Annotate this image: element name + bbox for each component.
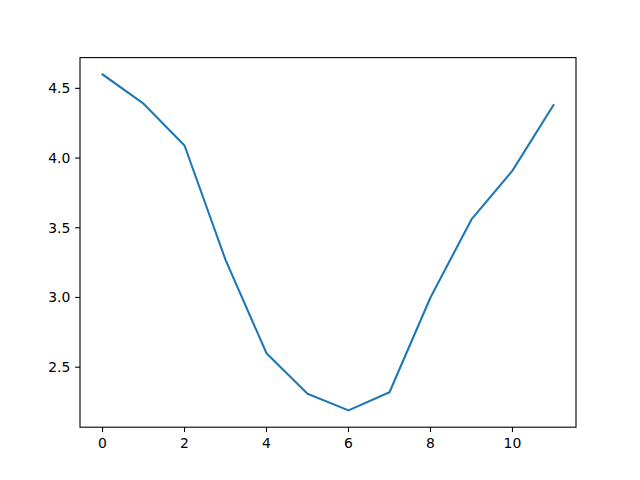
background [0, 0, 640, 480]
x-tick-label: 2 [180, 435, 189, 451]
x-tick [102, 427, 103, 432]
x-tick [184, 427, 185, 432]
y-tick-label: 3.0 [48, 289, 70, 305]
y-tick [75, 158, 80, 159]
x-tick [266, 427, 267, 432]
y-tick [75, 367, 80, 368]
x-tick [430, 427, 431, 432]
x-tick [348, 427, 349, 432]
x-tick-label: 10 [504, 435, 522, 451]
y-tick [75, 88, 80, 89]
plot-area [103, 74, 554, 410]
y-tick [75, 227, 80, 228]
data-line [103, 74, 554, 410]
x-tick [512, 427, 513, 432]
x-tick-label: 6 [344, 435, 353, 451]
axes-frame [80, 58, 576, 428]
y-tick-label: 4.0 [48, 150, 70, 166]
chart-svg: 0 2 4 6 8 10 2.5 3.0 3.5 4.0 4.5 [0, 0, 640, 480]
chart-container: 0 2 4 6 8 10 2.5 3.0 3.5 4.0 4.5 [0, 0, 640, 480]
x-tick-label: 0 [98, 435, 107, 451]
y-tick-label: 3.5 [48, 220, 70, 236]
x-tick-label: 8 [426, 435, 435, 451]
x-tick-label: 4 [262, 435, 271, 451]
y-tick-label: 4.5 [48, 80, 70, 96]
y-tick-label: 2.5 [48, 359, 70, 375]
y-tick [75, 297, 80, 298]
